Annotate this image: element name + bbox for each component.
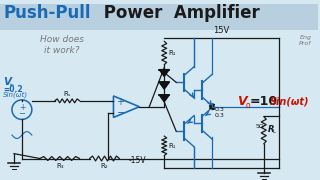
Text: Push-Pull: Push-Pull bbox=[4, 4, 92, 22]
Text: 15V: 15V bbox=[213, 26, 229, 35]
Text: V: V bbox=[3, 77, 11, 87]
Text: Eng
Prof: Eng Prof bbox=[299, 35, 311, 46]
Text: 0.3: 0.3 bbox=[215, 113, 225, 118]
Text: L: L bbox=[273, 129, 276, 134]
Text: =10: =10 bbox=[250, 95, 278, 108]
Text: R₁: R₁ bbox=[168, 50, 176, 56]
Text: 0.3: 0.3 bbox=[215, 107, 225, 112]
Text: -15V: -15V bbox=[129, 156, 146, 165]
Text: R: R bbox=[268, 125, 274, 134]
Text: Sin(ωt): Sin(ωt) bbox=[3, 92, 28, 98]
Text: R₁: R₁ bbox=[168, 143, 176, 149]
Polygon shape bbox=[159, 82, 169, 89]
Text: Power  Amplifier: Power Amplifier bbox=[98, 4, 259, 22]
Text: =0.2: =0.2 bbox=[3, 85, 23, 94]
Polygon shape bbox=[159, 70, 169, 76]
Text: Sin(ωt): Sin(ωt) bbox=[270, 97, 309, 107]
Text: in: in bbox=[10, 83, 15, 88]
Text: −: − bbox=[18, 109, 25, 118]
Text: 5Ω: 5Ω bbox=[256, 124, 264, 129]
Text: +: + bbox=[19, 103, 25, 112]
Text: V: V bbox=[237, 95, 246, 108]
Text: o: o bbox=[246, 101, 251, 110]
Text: How does
it work?: How does it work? bbox=[40, 35, 84, 55]
Text: R₂: R₂ bbox=[101, 163, 108, 169]
Text: −: − bbox=[116, 108, 126, 118]
Text: +: + bbox=[116, 97, 124, 107]
FancyBboxPatch shape bbox=[0, 4, 318, 30]
Polygon shape bbox=[159, 95, 169, 102]
Text: R₃: R₃ bbox=[56, 163, 63, 169]
Text: Rₛ: Rₛ bbox=[63, 91, 70, 97]
